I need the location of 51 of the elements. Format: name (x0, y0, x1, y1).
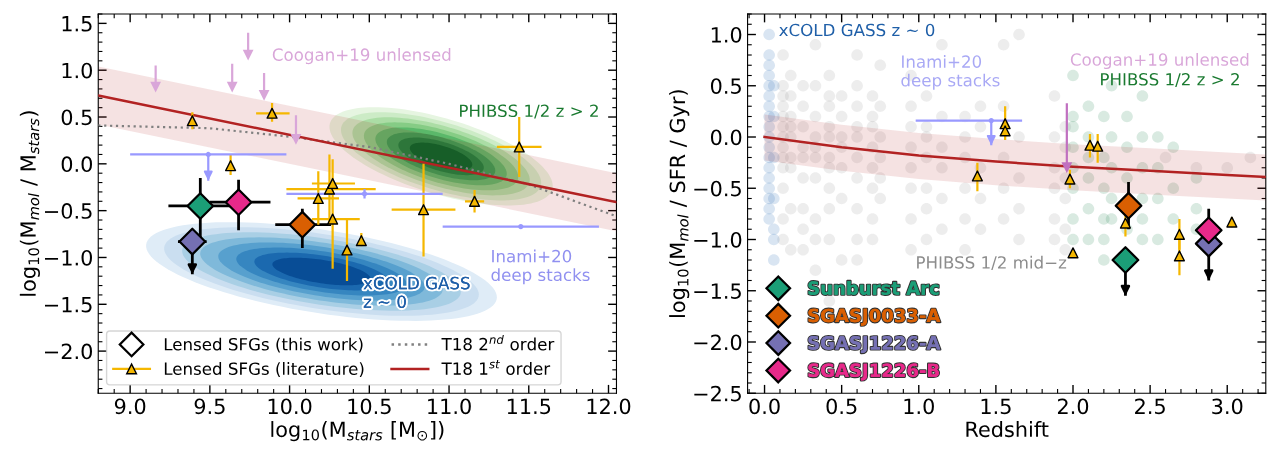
y-tick-label: −2.0 (694, 334, 742, 351)
x-tick-label: 1.0 (904, 398, 934, 415)
y-tick-label: 0.5 (61, 109, 92, 126)
y-tick-label: −1.5 (694, 283, 741, 299)
y-axis-title: log$_{10}$(M$_{mol}$ / M$_{stars}$) (19, 111, 40, 296)
legend-label: SGASJ1226-B (808, 363, 939, 381)
x-axis-title: Redshift (966, 421, 1049, 438)
y-tick-label: −2.0 (45, 343, 93, 360)
x-tick-label: 10.5 (348, 398, 391, 415)
legend-label: Sunburst Arc (808, 280, 939, 295)
y-tick-label: 0.0 (710, 129, 742, 146)
y-tick-label: 0.5 (710, 78, 741, 94)
annotation: xCOLD GASS z ∼ 0 (363, 276, 470, 309)
x-tick-label: 2.5 (1135, 398, 1165, 415)
x-tick-label: 0.5 (826, 398, 857, 415)
x-tick-label: 11.0 (428, 398, 471, 415)
x-tick-label: 10.0 (268, 398, 312, 415)
y-tick-label: −1.0 (45, 249, 93, 266)
x-tick-label: 3.0 (1212, 398, 1243, 415)
annotation: PHIBSS 1/2 z > 2 (1101, 72, 1239, 87)
legend-label: SGASJ0033-A (808, 308, 941, 326)
x-tick-label: 9.5 (194, 398, 225, 415)
annotation: xCOLD GASS z ∼ 0 (779, 23, 935, 37)
legend-label: T18 1$^{st}$ order (441, 360, 551, 375)
y-tick-label: 1.0 (62, 62, 93, 79)
y-tick-label: −0.5 (45, 203, 92, 219)
y-axis-title: log$_{10}$(M$_{mol}$ / SFR / Gyr) (669, 90, 690, 317)
y-tick-label: 1.5 (62, 16, 92, 32)
y-tick-label: −2.5 (694, 385, 741, 402)
x-tick-label: 0.0 (749, 398, 780, 415)
x-axis-title: log$_{10}$(M$_{stars}$ [M$_{⊙}$]) (271, 421, 444, 442)
annotation: PHIBSS 1/2 z > 2 (460, 104, 598, 119)
x-tick-label: 9.0 (114, 398, 146, 415)
annotation: Coogan+19 unlensed (272, 48, 451, 65)
annotation: Inami+20 deep stacks (901, 55, 1000, 90)
legend-label: Lensed SFGs (literature) (164, 362, 364, 377)
legend-label: SGASJ1226-A (808, 336, 941, 354)
annotation: PHIBSS 1/2 mid−z (917, 255, 1067, 271)
annotation: Coogan+19 unlensed (1070, 52, 1249, 70)
y-tick-label: −1.5 (45, 297, 92, 313)
legend-label: Lensed SFGs (this work) (164, 337, 363, 353)
x-tick-label: 1.5 (981, 398, 1011, 415)
annotation: Inami+20 deep stacks (491, 249, 590, 285)
legend-label: T18 2$^{nd}$ order (441, 334, 555, 351)
x-tick-label: 12.0 (587, 398, 631, 415)
y-tick-label: −0.5 (694, 180, 741, 197)
y-tick-label: −1.0 (694, 231, 742, 248)
y-tick-label: 0.0 (61, 156, 93, 173)
x-tick-label: 11.5 (507, 398, 551, 415)
x-tick-label: 2.0 (1057, 398, 1089, 415)
y-tick-label: 1.0 (711, 26, 742, 43)
